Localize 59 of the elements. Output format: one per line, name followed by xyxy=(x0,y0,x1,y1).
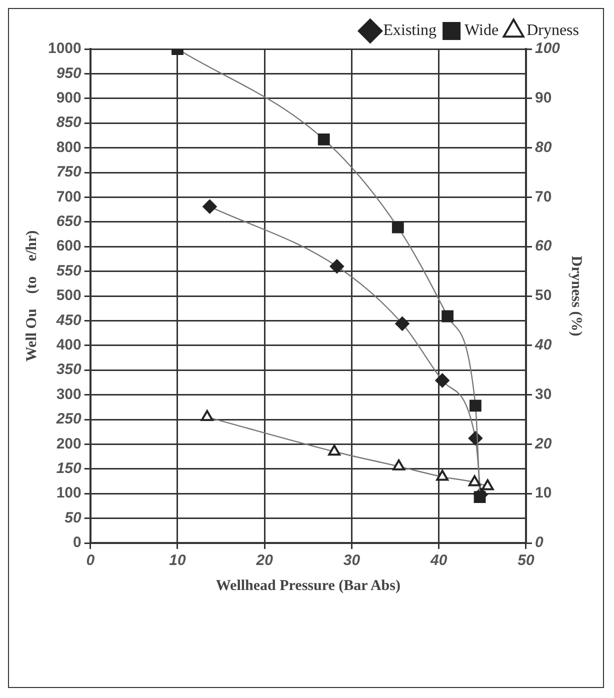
point xyxy=(436,470,449,481)
y-tick-label: 800 xyxy=(56,138,82,156)
x-tick-label: 40 xyxy=(430,552,448,570)
x-axis-title: Wellhead Pressure (Bar Abs) xyxy=(216,578,400,594)
y2-tick-label: 0 xyxy=(534,534,544,552)
x-tick-label: 10 xyxy=(169,552,186,570)
legend-label: Existing xyxy=(383,22,437,40)
y2-tick-label: 10 xyxy=(534,484,552,502)
x-tick-label: 50 xyxy=(518,552,535,570)
point xyxy=(202,200,217,214)
y2-tick-label: 40 xyxy=(534,336,552,354)
y-tick-label: 100 xyxy=(56,484,82,502)
x-tick-label: 30 xyxy=(343,552,361,570)
y2-tick-label: 20 xyxy=(534,435,552,452)
y2-tick-label: 30 xyxy=(534,386,552,403)
y2-tick-label: 50 xyxy=(534,287,552,304)
y-tick-label: 300 xyxy=(56,386,82,403)
y2-tick-label: 60 xyxy=(534,238,552,255)
point xyxy=(330,259,344,274)
y-axis-title: Well Ou (to e/hr) xyxy=(24,230,40,362)
point xyxy=(200,410,214,422)
y2-tick-label: 100 xyxy=(534,40,561,58)
y-tick-label: 550 xyxy=(56,262,82,280)
y-tick-label: 200 xyxy=(56,435,82,452)
y2-tick-label: 80 xyxy=(534,138,552,156)
y2-tick-label: 70 xyxy=(534,188,552,206)
y-tick-label: 400 xyxy=(56,336,82,354)
y-tick-label: 50 xyxy=(64,509,82,526)
y-tick-label: 0 xyxy=(73,534,82,552)
y-tick-label: 150 xyxy=(56,460,82,478)
point xyxy=(392,459,405,470)
y2-tick-label: 90 xyxy=(534,90,552,107)
point xyxy=(481,479,494,490)
y-tick-label: 1000 xyxy=(48,40,82,58)
legend-label: Dryness xyxy=(526,22,579,40)
x-tick-label: 20 xyxy=(255,552,274,570)
point xyxy=(328,444,341,456)
y-tick-label: 650 xyxy=(56,213,82,230)
point xyxy=(469,400,482,412)
y-tick-label: 700 xyxy=(56,188,82,206)
point xyxy=(318,133,330,146)
y-tick-label: 250 xyxy=(55,410,82,428)
x-tick-label: 0 xyxy=(86,552,96,570)
y-tick-label: 850 xyxy=(56,114,82,132)
y-tick-label: 350 xyxy=(56,361,82,378)
y-tick-label: 750 xyxy=(56,164,82,181)
y-tick-label: 600 xyxy=(56,238,82,255)
legend-label: Wide xyxy=(464,22,499,40)
point xyxy=(392,221,404,234)
y-tick-label: 450 xyxy=(55,312,82,329)
point xyxy=(435,373,450,388)
y-tick-label: 950 xyxy=(56,64,82,82)
point xyxy=(468,475,481,486)
y2-axis-title: Dryness (%) xyxy=(568,256,584,336)
y-tick-label: 900 xyxy=(56,90,82,107)
point xyxy=(395,316,410,331)
point xyxy=(442,310,454,322)
y-tick-label: 500 xyxy=(56,287,82,304)
point xyxy=(474,491,486,504)
